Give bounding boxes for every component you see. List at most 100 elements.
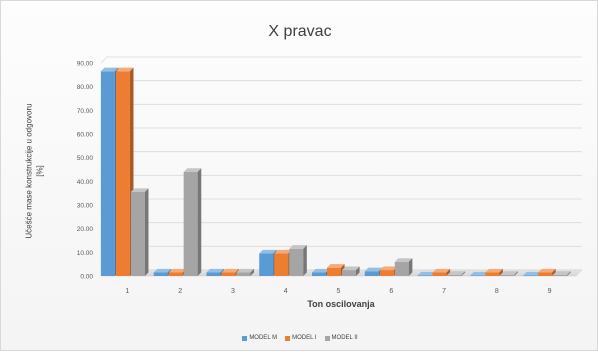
x-tick-label: 5 [337,288,341,295]
bar [130,188,149,276]
bar-side [567,271,571,276]
bar-top [553,271,571,275]
bar-top [130,188,149,192]
bar-side [446,268,451,276]
bar-front [447,274,462,276]
y-axis-label-line2: [%] [36,165,45,177]
bar-front [364,271,379,276]
bar [221,268,240,276]
bar-front [115,71,130,277]
legend-label: MODEL I [292,335,317,341]
bar-front [236,272,251,276]
bar-front [206,272,221,276]
bar [500,271,518,276]
bar-front [538,272,553,276]
bar-top [274,249,292,254]
bar-front [379,270,394,276]
bar-front [259,253,274,276]
bar-side [408,258,413,276]
x-tick-label: 4 [284,288,288,295]
bar-front [500,274,515,276]
x-tick-label: 1 [125,288,129,295]
bar-front [432,272,447,276]
bar [327,264,345,276]
bar-top [379,266,398,271]
bar [183,168,202,276]
x-tick-label: 8 [495,288,499,295]
bar-top [500,271,518,275]
bar-top [100,67,119,72]
bar-front [485,272,500,276]
bar-front [168,272,183,276]
bar [538,268,556,276]
bar [236,268,255,276]
legend-label: MODEL II [331,335,358,341]
y-axis-label-line1: Učešće mase konstrukcije u odgovoru [25,103,34,239]
gridline-side [100,56,108,64]
bar-side [250,268,255,276]
bar-front [289,248,304,276]
bar [394,258,413,276]
bar-top [206,268,225,273]
bar-top [447,271,466,275]
bar-top [364,267,383,272]
bar [100,67,119,277]
y-tick-label: 20.00 [77,226,94,233]
bar-front [100,71,115,277]
x-tick-label: 3 [231,288,235,295]
legend-item: MODEL M [242,335,277,341]
bar [115,67,134,277]
bar [379,266,398,276]
y-tick-label: 0.00 [80,274,93,281]
legend: MODEL M MODEL I MODEL II [1,335,598,341]
legend-swatch [242,335,248,341]
bar-side [514,271,518,276]
bar-top [183,168,202,172]
y-tick-label: 30.00 [77,203,94,210]
bar-side [303,245,307,276]
bar-front [153,272,168,276]
bar-top [417,271,436,276]
bar-top [538,268,556,273]
legend-item: MODEL I [285,335,317,341]
y-tick-label: 10.00 [77,250,94,257]
bar-top [221,268,240,273]
bar [342,266,360,276]
bar [553,271,571,276]
bar [485,268,503,276]
bar-side [499,268,503,276]
bar [447,271,466,276]
bar-top [289,245,307,249]
bar [432,268,451,276]
bar-top [485,268,503,273]
legend-swatch [285,335,291,341]
chart-title: X pravac [268,23,332,40]
bar-side [461,271,466,276]
bar-top [236,268,255,273]
bar-front [394,261,409,276]
y-tick-label: 90.00 [77,61,94,68]
bar-front [183,171,198,276]
bar-top [432,268,451,273]
bar-top [259,249,277,254]
y-tick-label: 80.00 [77,84,94,91]
x-tick-label: 9 [548,288,552,295]
bar-front [470,275,485,277]
bar [206,268,225,276]
bar-top [523,271,541,276]
bar-front [130,191,145,276]
bar-front [221,272,236,276]
bar [168,268,187,276]
legend-swatch [324,335,330,341]
bar-side [197,168,202,276]
y-axis-label: Učešće mase konstrukcije u odgovoru [%] [17,71,53,271]
bar-top [327,264,345,268]
bar-front [417,275,432,277]
bar-top [394,258,413,262]
y-tick-label: 70.00 [77,108,94,115]
bar-front [523,275,538,277]
bar-top [115,67,134,72]
bar-side [144,188,149,276]
legend-label: MODEL M [249,335,278,341]
